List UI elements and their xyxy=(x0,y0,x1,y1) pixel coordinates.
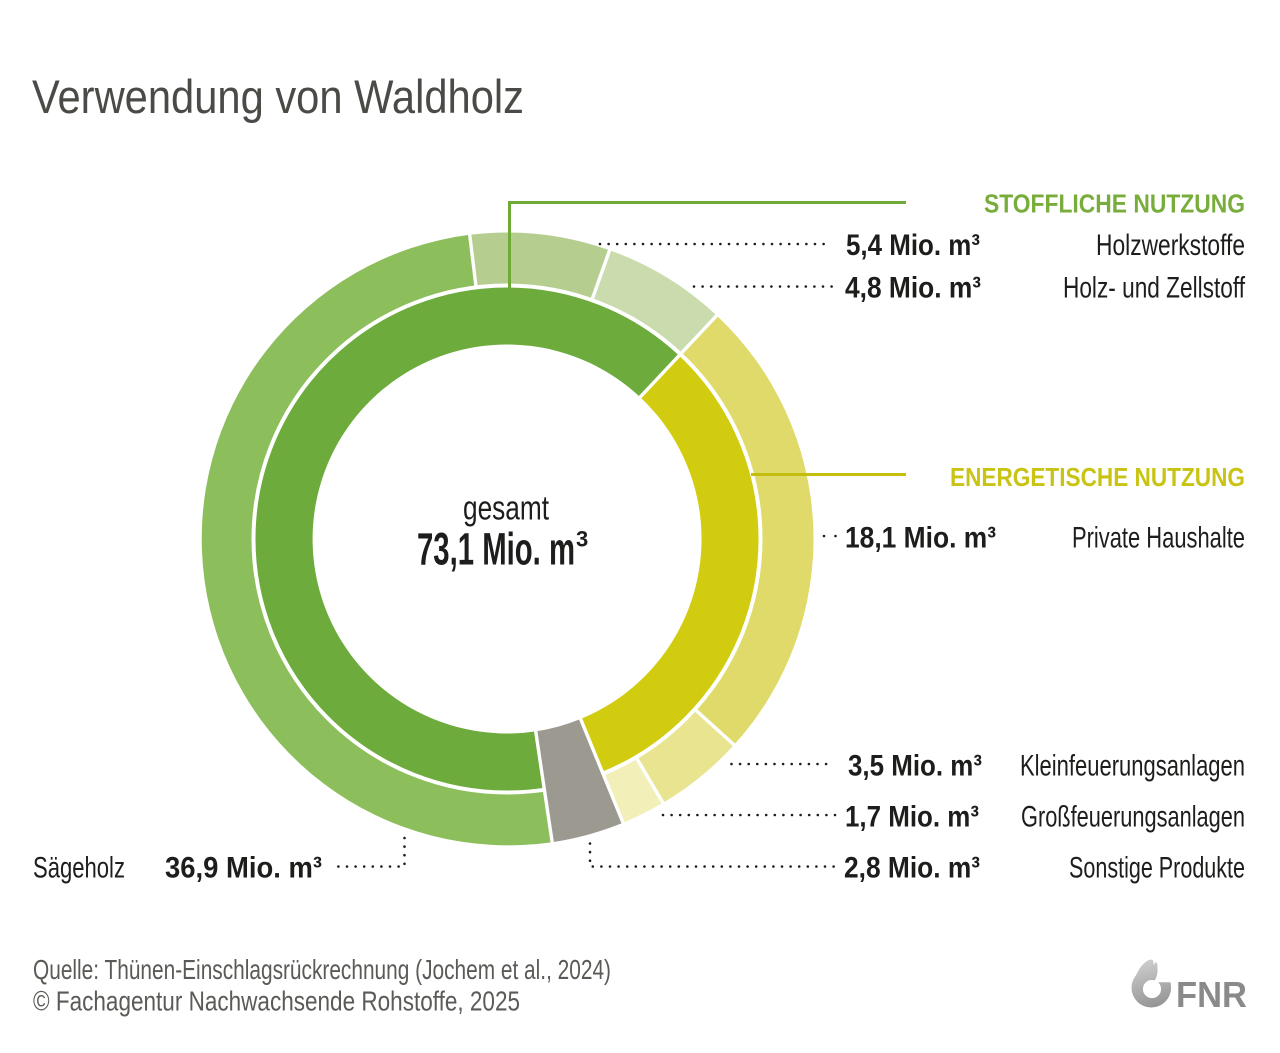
svg-text:ENERGETISCHE NUTZUNG: ENERGETISCHE NUTZUNG xyxy=(950,462,1245,492)
svg-text:18,1 Mio. m³: 18,1 Mio. m³ xyxy=(845,522,996,555)
svg-text:Quelle: Thünen-Einschlagsrückr: Quelle: Thünen-Einschlagsrückrechnung (J… xyxy=(33,954,611,985)
svg-text:Verwendung von Waldholz: Verwendung von Waldholz xyxy=(32,70,524,123)
svg-text:Sonstige Produkte: Sonstige Produkte xyxy=(1069,852,1245,885)
svg-text:3,5 Mio. m³: 3,5 Mio. m³ xyxy=(848,750,982,783)
svg-text:1,7 Mio. m³: 1,7 Mio. m³ xyxy=(845,801,979,834)
svg-text:Private Haushalte: Private Haushalte xyxy=(1072,522,1245,555)
svg-text:Kleinfeuerungsanlagen: Kleinfeuerungsanlagen xyxy=(1020,750,1245,783)
svg-text:Großfeuerungsanlagen: Großfeuerungsanlagen xyxy=(1021,801,1245,834)
svg-text:Holzwerkstoffe: Holzwerkstoffe xyxy=(1096,229,1245,262)
svg-text:Holz- und Zellstoff: Holz- und Zellstoff xyxy=(1063,272,1245,305)
svg-text:36,9 Mio. m³: 36,9 Mio. m³ xyxy=(165,852,322,885)
svg-text:gesamt: gesamt xyxy=(463,490,549,528)
svg-text:© Fachagentur Nachwachsende Ro: © Fachagentur Nachwachsende Rohstoffe, 2… xyxy=(33,986,520,1017)
svg-text:3: 3 xyxy=(576,527,588,552)
svg-text:73,1 Mio. m: 73,1 Mio. m xyxy=(417,524,575,575)
svg-text:STOFFLICHE NUTZUNG: STOFFLICHE NUTZUNG xyxy=(984,189,1245,219)
svg-text:4,8 Mio. m³: 4,8 Mio. m³ xyxy=(845,272,981,305)
svg-text:Sägeholz: Sägeholz xyxy=(33,852,125,885)
svg-text:5,4 Mio. m³: 5,4 Mio. m³ xyxy=(846,229,980,262)
svg-text:FNR: FNR xyxy=(1176,974,1247,1015)
svg-text:2,8 Mio. m³: 2,8 Mio. m³ xyxy=(844,852,980,885)
